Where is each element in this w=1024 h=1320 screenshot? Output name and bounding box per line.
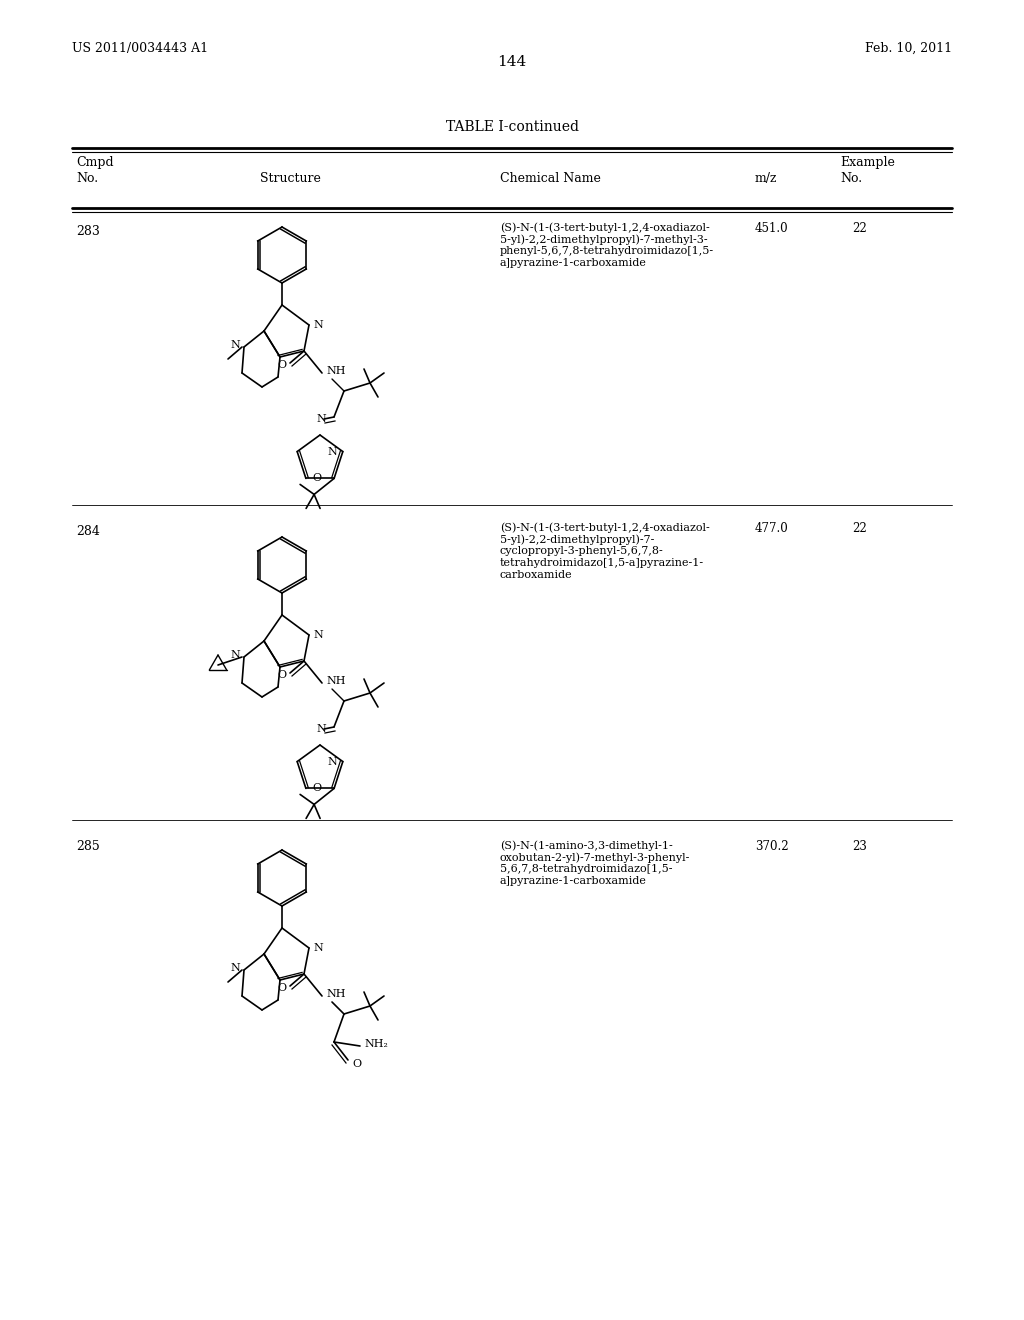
Text: O: O — [312, 474, 321, 483]
Text: Example: Example — [840, 156, 895, 169]
Text: 285: 285 — [76, 840, 99, 853]
Text: Cmpd: Cmpd — [76, 156, 114, 169]
Text: 22: 22 — [852, 521, 866, 535]
Text: NH: NH — [326, 676, 345, 686]
Text: Structure: Structure — [259, 172, 321, 185]
Text: O: O — [312, 783, 321, 793]
Text: 144: 144 — [498, 55, 526, 69]
Text: N: N — [316, 414, 326, 424]
Text: NH: NH — [326, 989, 345, 999]
Text: NH: NH — [326, 366, 345, 376]
Text: 22: 22 — [852, 222, 866, 235]
Text: No.: No. — [840, 172, 862, 185]
Text: 451.0: 451.0 — [755, 222, 788, 235]
Text: Chemical Name: Chemical Name — [500, 172, 601, 185]
Text: N: N — [316, 723, 326, 734]
Text: TABLE I-continued: TABLE I-continued — [445, 120, 579, 135]
Text: N: N — [230, 649, 240, 660]
Text: N: N — [327, 446, 337, 457]
Text: m/z: m/z — [755, 172, 777, 185]
Text: N: N — [313, 319, 323, 330]
Text: Feb. 10, 2011: Feb. 10, 2011 — [865, 42, 952, 55]
Text: N: N — [313, 630, 323, 640]
Text: O: O — [352, 1059, 361, 1069]
Text: O: O — [278, 360, 287, 370]
Text: 283: 283 — [76, 224, 100, 238]
Text: (S)-N-(1-(3-tert-butyl-1,2,4-oxadiazol-
5-yl)-2,2-dimethylpropyl)-7-methyl-3-
ph: (S)-N-(1-(3-tert-butyl-1,2,4-oxadiazol- … — [500, 222, 714, 268]
Text: N: N — [313, 942, 323, 953]
Text: (S)-N-(1-(3-tert-butyl-1,2,4-oxadiazol-
5-yl)-2,2-dimethylpropyl)-7-
cyclopropyl: (S)-N-(1-(3-tert-butyl-1,2,4-oxadiazol- … — [500, 521, 710, 579]
Text: N: N — [230, 964, 240, 973]
Text: N: N — [230, 341, 240, 350]
Text: No.: No. — [76, 172, 98, 185]
Text: 23: 23 — [852, 840, 867, 853]
Text: 284: 284 — [76, 525, 100, 539]
Text: 370.2: 370.2 — [755, 840, 788, 853]
Text: 477.0: 477.0 — [755, 521, 788, 535]
Text: N: N — [327, 756, 337, 767]
Text: US 2011/0034443 A1: US 2011/0034443 A1 — [72, 42, 208, 55]
Text: NH₂: NH₂ — [364, 1039, 388, 1049]
Text: O: O — [278, 983, 287, 993]
Text: O: O — [278, 671, 287, 680]
Text: (S)-N-(1-amino-3,3-dimethyl-1-
oxobutan-2-yl)-7-methyl-3-phenyl-
5,6,7,8-tetrahy: (S)-N-(1-amino-3,3-dimethyl-1- oxobutan-… — [500, 840, 690, 886]
